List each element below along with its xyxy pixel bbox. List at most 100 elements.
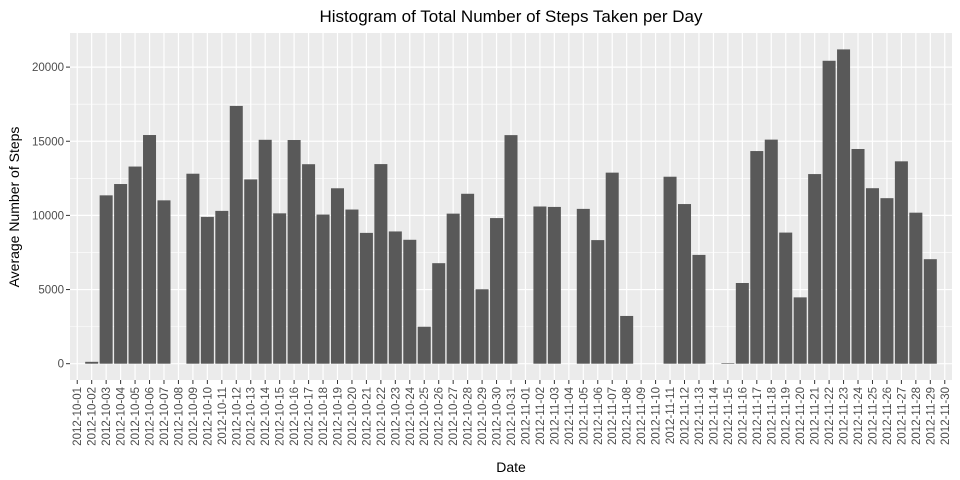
x-tick-label: 2012-10-25 — [419, 387, 431, 446]
bar — [605, 172, 619, 364]
x-tick-label: 2012-11-14 — [708, 386, 720, 445]
x-tick-label: 2012-10-21 — [361, 387, 373, 446]
bar — [750, 151, 764, 364]
x-tick-label: 2012-10-08 — [173, 387, 185, 446]
y-axis-ticks: 0 5000 10000 15000 20000 — [32, 62, 70, 371]
bar — [374, 164, 388, 364]
x-tick-label: 2012-11-04 — [564, 386, 576, 445]
bar — [808, 174, 822, 364]
bar — [446, 213, 460, 364]
bar — [143, 135, 157, 364]
bar — [432, 263, 446, 364]
x-tick-label: 2012-11-23 — [839, 387, 851, 445]
bar — [909, 212, 923, 364]
bar — [388, 231, 402, 364]
bar — [186, 173, 200, 364]
bar — [865, 188, 879, 364]
x-tick-label: 2012-10-28 — [463, 387, 475, 446]
x-tick-label: 2012-11-24 — [853, 386, 865, 445]
x-tick-label: 2012-11-22 — [824, 387, 836, 445]
bar — [620, 315, 634, 364]
y-tick-label: 15000 — [32, 136, 64, 148]
bar — [692, 254, 706, 364]
x-tick-label: 2012-11-03 — [549, 387, 561, 445]
bar — [735, 283, 749, 364]
x-tick-label: 2012-10-04 — [116, 386, 128, 445]
x-tick-label: 2012-10-22 — [376, 387, 388, 446]
x-tick-label: 2012-10-13 — [246, 387, 258, 446]
bar — [793, 297, 807, 364]
bar — [663, 176, 677, 364]
x-tick-label: 2012-11-05 — [578, 387, 590, 445]
x-tick-label: 2012-10-19 — [332, 387, 344, 446]
x-tick-label: 2012-11-26 — [882, 387, 894, 445]
bar — [359, 232, 373, 364]
x-tick-label: 2012-11-16 — [737, 387, 749, 445]
x-tick-label: 2012-10-16 — [289, 387, 301, 446]
x-tick-label: 2012-11-28 — [911, 387, 923, 445]
chart-title: Histogram of Total Number of Steps Taken… — [320, 7, 703, 26]
x-tick-label: 2012-11-19 — [781, 387, 793, 445]
x-tick-label: 2012-10-09 — [188, 387, 200, 446]
x-tick-label: 2012-11-29 — [925, 387, 937, 445]
bar — [547, 206, 561, 364]
bar — [316, 214, 330, 364]
bar — [779, 232, 793, 364]
x-tick-label: 2012-10-03 — [101, 387, 113, 446]
x-tick-label: 2012-11-01 — [520, 387, 532, 445]
x-tick-label: 2012-11-12 — [680, 387, 692, 445]
y-tick-label: 5000 — [38, 285, 64, 297]
bar — [851, 148, 865, 364]
x-tick-label: 2012-10-18 — [318, 387, 330, 446]
x-axis-ticks: 2012-10-01 2012-10-02 2012-10-03 2012-10-04… — [72, 380, 952, 446]
x-tick-label: 2012-10-17 — [304, 387, 316, 446]
bar — [764, 139, 778, 364]
bar — [287, 140, 301, 364]
x-tick-label: 2012-10-29 — [477, 387, 489, 446]
y-axis-title: Average Number of Steps — [6, 127, 22, 288]
bar — [880, 198, 894, 364]
bar — [215, 210, 229, 364]
x-tick-label: 2012-11-08 — [622, 387, 634, 445]
x-tick-label: 2012-10-24 — [405, 386, 417, 445]
x-tick-label: 2012-11-25 — [867, 387, 879, 445]
bar — [576, 208, 590, 364]
x-tick-label: 2012-11-07 — [607, 387, 619, 445]
x-tick-label: 2012-10-20 — [347, 387, 359, 446]
bar — [837, 49, 851, 364]
x-tick-label: 2012-10-15 — [275, 387, 287, 446]
bar — [490, 218, 504, 364]
x-tick-label: 2012-10-11 — [217, 387, 229, 445]
bar — [114, 184, 128, 364]
bar — [157, 200, 171, 364]
x-tick-label: 2012-10-14 — [260, 386, 272, 445]
x-tick-label: 2012-11-18 — [766, 387, 778, 445]
bar — [273, 213, 287, 364]
x-tick-label: 2012-10-31 — [506, 387, 518, 446]
x-tick-label: 2012-10-06 — [145, 387, 157, 446]
bar — [461, 193, 475, 364]
x-tick-label: 2012-10-01 — [72, 387, 84, 446]
x-tick-label: 2012-10-23 — [390, 387, 402, 446]
x-tick-label: 2012-10-07 — [159, 387, 171, 446]
x-tick-label: 2012-11-30 — [940, 387, 952, 445]
bar — [894, 161, 908, 364]
bar — [85, 361, 99, 364]
x-tick-label: 2012-11-13 — [694, 387, 706, 445]
x-tick-label: 2012-10-27 — [448, 387, 460, 446]
bar — [229, 105, 243, 364]
bar — [244, 179, 258, 364]
bar — [200, 216, 214, 364]
bar — [591, 240, 605, 364]
bars — [85, 49, 937, 364]
x-tick-label: 2012-11-17 — [752, 387, 764, 445]
x-tick-label: 2012-10-10 — [202, 387, 214, 446]
x-tick-label: 2012-11-06 — [593, 387, 605, 445]
bar — [417, 326, 431, 364]
bar — [533, 206, 547, 364]
x-tick-label: 2012-10-12 — [231, 387, 243, 446]
bar — [721, 363, 735, 364]
y-tick-label: 10000 — [32, 210, 64, 222]
x-tick-label: 2012-11-02 — [535, 387, 547, 445]
